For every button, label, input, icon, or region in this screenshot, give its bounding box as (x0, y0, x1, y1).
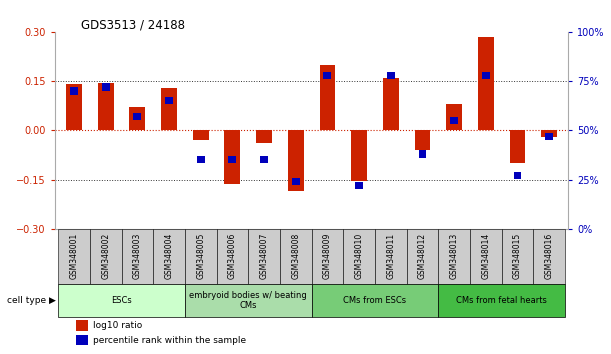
Text: GSM348015: GSM348015 (513, 233, 522, 279)
Bar (446, 104, 462, 130)
Bar (280, 229, 312, 284)
Bar (216, 229, 248, 284)
Text: GSM348013: GSM348013 (450, 233, 459, 279)
Bar (133, 113, 141, 120)
Text: GSM348002: GSM348002 (101, 233, 110, 279)
Bar (76, 335, 89, 346)
Text: GSM348006: GSM348006 (228, 233, 237, 279)
Bar (533, 229, 565, 284)
Text: GSM348009: GSM348009 (323, 233, 332, 279)
Bar (70, 87, 78, 95)
Text: embryoid bodies w/ beating
CMs: embryoid bodies w/ beating CMs (189, 291, 307, 310)
Bar (256, 130, 272, 143)
Bar (510, 130, 525, 163)
Text: CMs from fetal hearts: CMs from fetal hearts (456, 296, 547, 305)
Bar (502, 229, 533, 284)
Text: GSM348008: GSM348008 (291, 233, 300, 279)
Bar (193, 130, 208, 140)
Bar (312, 229, 343, 284)
Bar (514, 172, 522, 179)
Bar (320, 65, 335, 130)
Bar (185, 284, 312, 318)
Bar (383, 78, 399, 130)
Bar (312, 284, 438, 318)
Text: GSM348012: GSM348012 (418, 233, 427, 279)
Bar (153, 229, 185, 284)
Bar (438, 229, 470, 284)
Bar (419, 150, 426, 158)
Bar (545, 133, 553, 140)
Bar (450, 117, 458, 124)
Text: cell type ▶: cell type ▶ (7, 296, 56, 305)
Bar (288, 130, 304, 191)
Bar (122, 229, 153, 284)
Bar (415, 130, 430, 150)
Bar (478, 37, 494, 130)
Text: percentile rank within the sample: percentile rank within the sample (93, 336, 247, 345)
Bar (101, 84, 109, 91)
Bar (58, 284, 185, 318)
Bar (343, 229, 375, 284)
Text: ESCs: ESCs (111, 296, 132, 305)
Text: GSM348011: GSM348011 (386, 233, 395, 279)
Bar (161, 88, 177, 130)
Text: GSM348004: GSM348004 (164, 233, 174, 279)
Bar (229, 156, 236, 164)
Text: GSM348005: GSM348005 (196, 233, 205, 279)
Bar (470, 229, 502, 284)
Bar (224, 130, 240, 184)
Bar (375, 229, 407, 284)
Bar (482, 72, 490, 79)
Text: GSM348014: GSM348014 (481, 233, 491, 279)
Bar (58, 229, 90, 284)
Bar (197, 156, 205, 164)
Text: GDS3513 / 24188: GDS3513 / 24188 (81, 19, 185, 32)
Bar (185, 229, 216, 284)
Text: GSM348001: GSM348001 (70, 233, 78, 279)
Bar (130, 107, 145, 130)
Bar (292, 178, 300, 185)
Bar (407, 229, 438, 284)
Bar (438, 284, 565, 318)
Text: GSM348010: GSM348010 (354, 233, 364, 279)
Text: GSM348007: GSM348007 (260, 233, 269, 279)
Text: CMs from ESCs: CMs from ESCs (343, 296, 406, 305)
Bar (260, 156, 268, 164)
Bar (165, 97, 173, 104)
Bar (323, 72, 331, 79)
Bar (387, 72, 395, 79)
Bar (90, 229, 122, 284)
Bar (541, 130, 557, 137)
Bar (76, 320, 89, 331)
Bar (98, 83, 114, 130)
Text: GSM348016: GSM348016 (545, 233, 554, 279)
Bar (66, 84, 82, 130)
Bar (355, 182, 363, 189)
Text: GSM348003: GSM348003 (133, 233, 142, 279)
Bar (351, 130, 367, 181)
Text: log10 ratio: log10 ratio (93, 321, 143, 330)
Bar (248, 229, 280, 284)
